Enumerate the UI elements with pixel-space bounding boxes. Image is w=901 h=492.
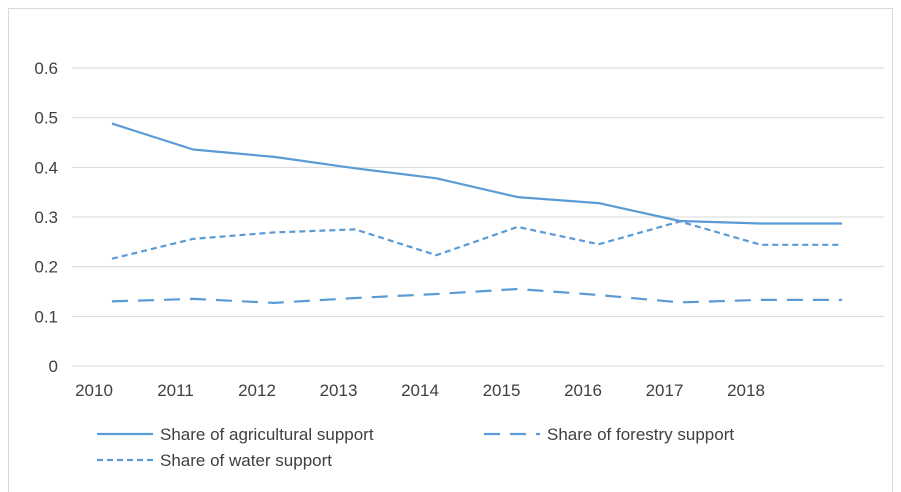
- legend-label: Share of agricultural support: [160, 425, 374, 444]
- x-tick-label: 2018: [727, 381, 765, 400]
- legend-item: Share of water support: [97, 451, 332, 470]
- legend: Share of agricultural support Share of fo…: [97, 425, 734, 470]
- gridlines: [72, 67, 884, 367]
- y-tick-label: 0.4: [34, 158, 58, 177]
- y-tick-label: 0.6: [34, 59, 58, 78]
- x-tick-label: 2015: [483, 381, 521, 400]
- y-axis-ticks: 0 0.1 0.2 0.3 0.4 0.5 0.6: [34, 59, 58, 376]
- y-tick-label: 0.2: [34, 258, 58, 277]
- x-tick-label: 2017: [646, 381, 684, 400]
- y-tick-label: 0: [49, 357, 58, 376]
- y-tick-label: 0.3: [34, 208, 58, 227]
- series-line-2: [111, 287, 842, 304]
- legend-label: Share of water support: [160, 451, 332, 470]
- series-line-3: [111, 220, 842, 260]
- chart-frame: [8, 8, 893, 492]
- legend-item: Share of forestry support: [484, 425, 734, 444]
- y-tick-label: 0.5: [34, 109, 58, 128]
- x-tick-label: 2011: [157, 381, 194, 400]
- legend-item: Share of agricultural support: [97, 425, 374, 444]
- x-tick-label: 2014: [401, 381, 439, 400]
- x-tick-label: 2016: [564, 381, 602, 400]
- y-tick-label: 0.1: [34, 307, 58, 326]
- x-tick-label: 2012: [238, 381, 276, 400]
- x-axis-ticks: 2010 2011 2012 2013 2014 2015 2016 2017 2018: [75, 381, 765, 400]
- legend-label: Share of forestry support: [547, 425, 734, 444]
- series-lines: [111, 122, 842, 304]
- x-tick-label: 2013: [320, 381, 358, 400]
- x-tick-label: 2010: [75, 381, 113, 400]
- series-line-1: [111, 122, 842, 225]
